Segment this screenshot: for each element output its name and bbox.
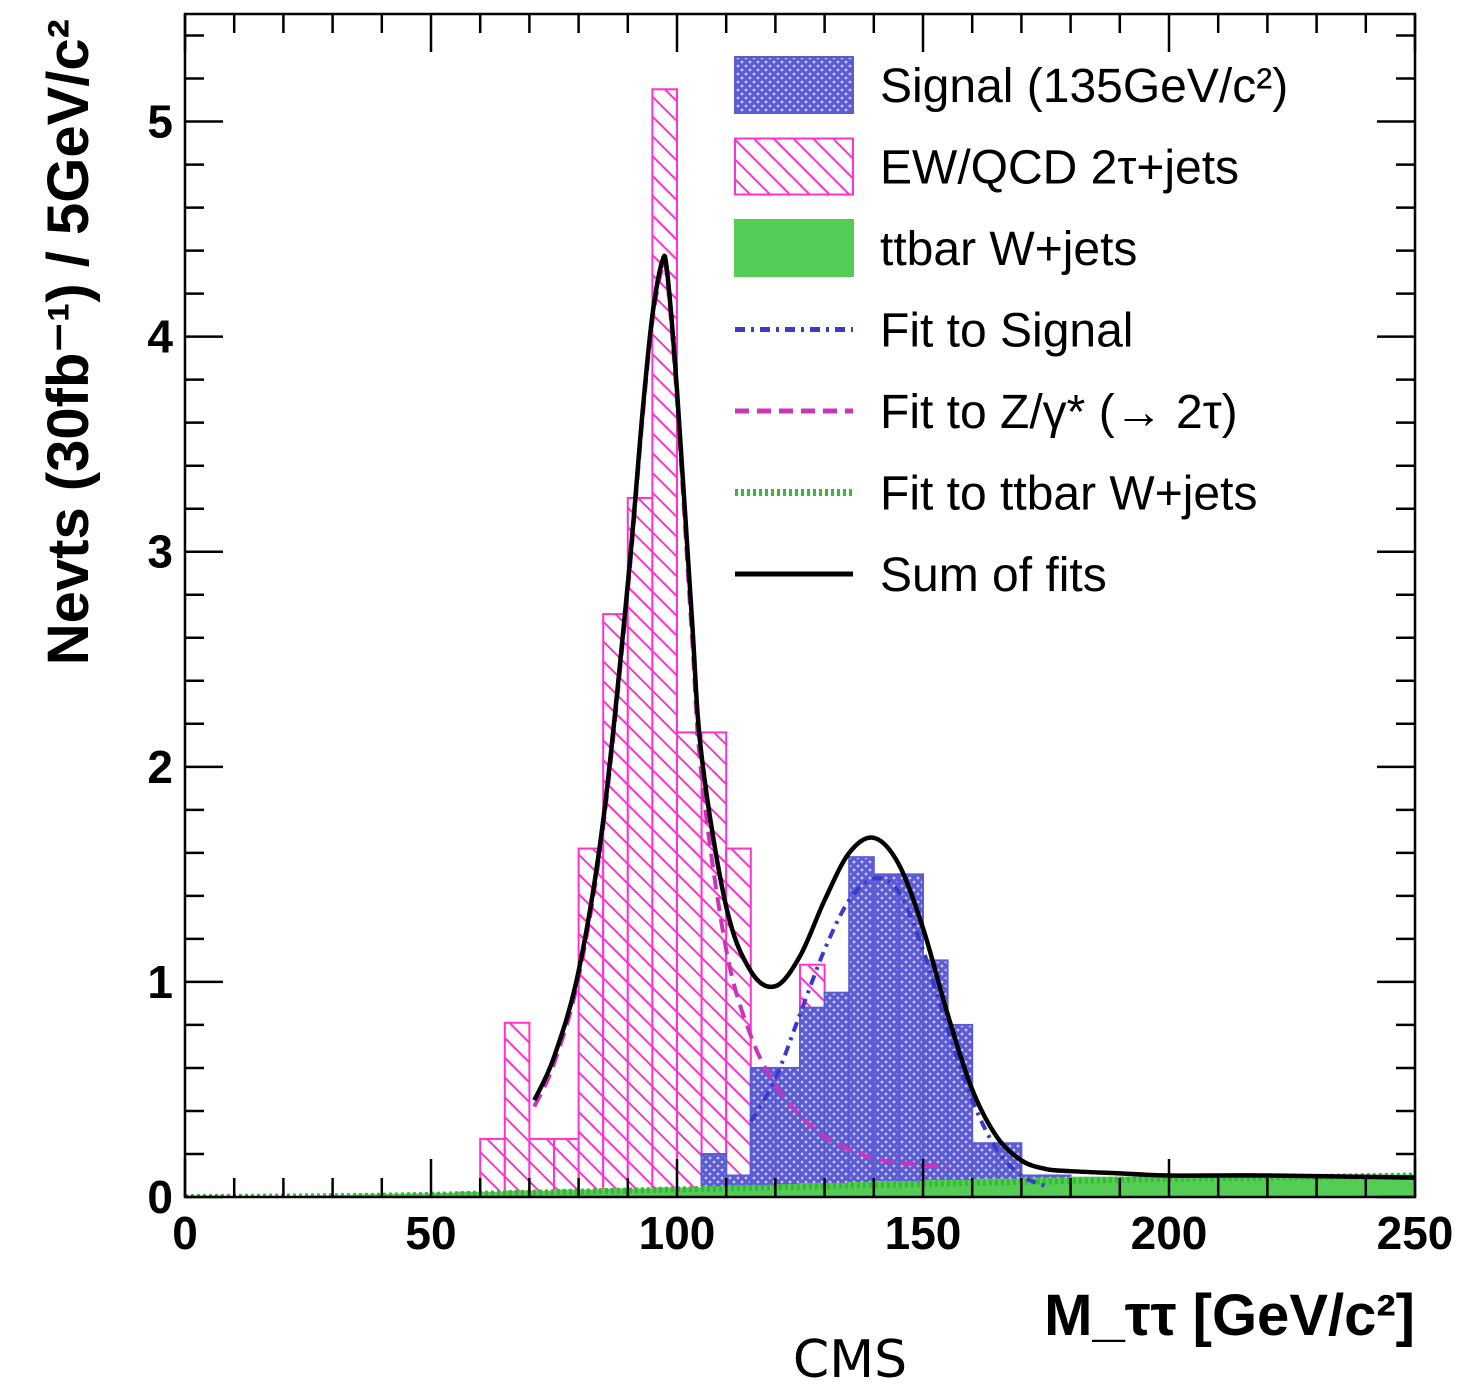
legend-label: Fit to Z/γ* (→ 2τ)	[880, 386, 1238, 439]
legend-label: Fit to Signal	[880, 305, 1133, 358]
x-tick-label: 150	[885, 1207, 962, 1259]
ttbar-legend-swatch	[734, 219, 854, 277]
ewqcd-bar	[725, 847, 752, 1197]
ewqcd-bar	[626, 496, 654, 1197]
ewqcd-bar	[503, 1021, 531, 1197]
sum-curve	[532, 253, 1415, 1180]
fit-curves-layer	[185, 253, 1415, 1197]
y-tick-label: 3	[147, 526, 173, 578]
ewqcd-bar	[528, 1137, 556, 1197]
x-tick-label: 200	[1131, 1207, 1208, 1259]
legend-label: Sum of fits	[880, 549, 1107, 602]
y-axis-title: Nevts (30fb⁻¹) / 5GeV/c²	[36, 19, 101, 665]
y-tick-label: 2	[147, 741, 173, 793]
y-tick-label: 1	[147, 956, 173, 1008]
x-tick-label: 0	[172, 1207, 198, 1259]
ewqcd-bar	[676, 731, 703, 1197]
y-tick-label: 4	[147, 311, 173, 363]
axis-ticks	[183, 14, 1417, 1199]
histogram-layer	[307, 88, 1415, 1197]
x-tick-label: 50	[405, 1207, 456, 1259]
tick-labels: 0 50 100 150 200 250 0 1 2 3 4 5	[147, 96, 1453, 1259]
signal-bar	[872, 873, 900, 1197]
y-tick-label: 0	[147, 1171, 173, 1223]
ewqcd-bar	[700, 731, 728, 1197]
x-axis-title: M_ττ [GeV/c²]	[1044, 1283, 1415, 1348]
legend-label: EW/QCD 2τ+jets	[880, 142, 1239, 195]
signal-bar	[848, 856, 875, 1197]
fit-signal-curve	[749, 876, 1047, 1189]
signal-bar	[749, 1066, 777, 1197]
legend-label: Fit to ttbar W+jets	[880, 468, 1257, 521]
y-tick-label: 5	[147, 96, 173, 148]
signal-bar	[799, 1006, 826, 1197]
signal-legend-swatch	[734, 56, 854, 114]
legend-label: ttbar W+jets	[880, 223, 1137, 276]
legend-label: Signal (135GeV/c²)	[880, 60, 1288, 113]
ewqcd-legend-swatch	[734, 137, 854, 196]
plot-frame	[183, 12, 1417, 1199]
fit-ttbar-curve	[185, 1172, 1415, 1197]
signal-bar	[823, 991, 851, 1197]
ewqcd-bar	[553, 1137, 580, 1197]
chart-caption: CMS	[792, 1330, 908, 1390]
x-tick-label: 250	[1377, 1207, 1454, 1259]
ewqcd-bar	[479, 1137, 506, 1197]
signal-bar	[946, 1023, 974, 1197]
legend: Signal (135GeV/c²) EW/QCD 2τ+jets ttbar W+…	[734, 56, 1288, 602]
x-tick-label: 100	[639, 1207, 716, 1259]
